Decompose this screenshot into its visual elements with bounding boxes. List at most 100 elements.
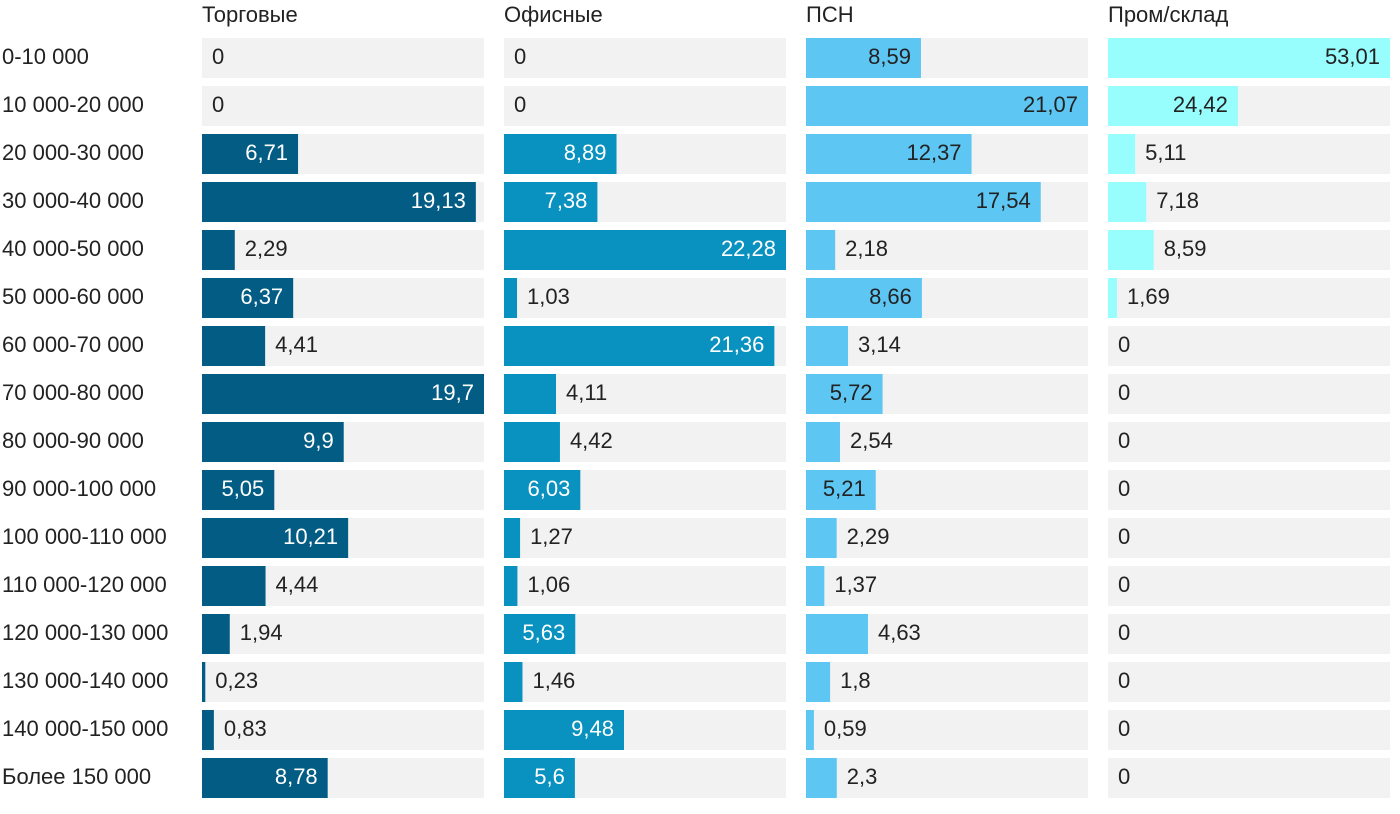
- bar-track: [504, 566, 786, 606]
- bar: [806, 278, 922, 318]
- bar-track: [1108, 662, 1390, 702]
- bar: [504, 710, 624, 750]
- data-label: 7,18: [1156, 188, 1199, 213]
- bar: [202, 422, 344, 462]
- data-label: 8,89: [564, 140, 607, 165]
- bar-track: [1108, 182, 1390, 222]
- category-label: 10 000-20 000: [2, 92, 144, 117]
- category-label: 0-10 000: [2, 44, 89, 69]
- bar: [202, 182, 476, 222]
- bar: [504, 422, 560, 462]
- bar-track: [1108, 518, 1390, 558]
- data-label: 1,37: [834, 572, 877, 597]
- data-label: 5,72: [830, 380, 873, 405]
- category-label: 140 000-150 000: [2, 716, 168, 741]
- data-label: 7,38: [545, 188, 588, 213]
- data-label: 3,14: [858, 332, 901, 357]
- bar: [202, 470, 275, 510]
- bar: [202, 326, 266, 366]
- bar-track: [1108, 374, 1390, 414]
- bar: [504, 662, 523, 702]
- data-label: 0,59: [824, 716, 867, 741]
- category-label: 120 000-130 000: [2, 620, 168, 645]
- data-label: 0: [1118, 476, 1130, 501]
- bar: [1108, 278, 1117, 318]
- bar: [806, 134, 972, 174]
- bar: [504, 374, 557, 414]
- bar: [504, 566, 518, 606]
- bar: [202, 278, 294, 318]
- data-label: 5,21: [823, 476, 866, 501]
- bar-track: [1108, 422, 1390, 462]
- category-label: 60 000-70 000: [2, 332, 144, 357]
- data-label: 1,27: [530, 524, 573, 549]
- bar: [806, 518, 837, 558]
- bar: [504, 758, 575, 798]
- data-label: 6,03: [527, 476, 570, 501]
- bar: [806, 374, 883, 414]
- data-label: 1,06: [527, 572, 570, 597]
- bar: [806, 422, 840, 462]
- bar: [806, 470, 876, 510]
- data-label: 1,46: [532, 668, 575, 693]
- data-label: 19,13: [411, 188, 466, 213]
- bar: [202, 134, 299, 174]
- bar: [202, 374, 484, 414]
- bar-track: [504, 86, 786, 126]
- bar: [806, 566, 825, 606]
- bar-track: [1108, 470, 1390, 510]
- data-label: 22,28: [721, 236, 776, 261]
- bar: [504, 326, 775, 366]
- bar: [1108, 86, 1238, 126]
- bar-track: [504, 518, 786, 558]
- bar-track: [1108, 230, 1390, 270]
- bar-track: [806, 230, 1088, 270]
- bar: [504, 278, 518, 318]
- bar: [202, 614, 230, 654]
- bar-track: [1108, 278, 1390, 318]
- data-label: 2,29: [847, 524, 890, 549]
- bar: [202, 710, 214, 750]
- data-label: 0,83: [224, 716, 267, 741]
- data-label: 1,69: [1127, 284, 1170, 309]
- data-label: 0: [1118, 572, 1130, 597]
- bar: [1108, 182, 1147, 222]
- data-label: 21,07: [1023, 92, 1078, 117]
- data-label: 0: [514, 92, 526, 117]
- bar-track: [504, 38, 786, 78]
- bar: [1108, 134, 1136, 174]
- data-label: 8,78: [275, 764, 318, 789]
- bar-track: [806, 326, 1088, 366]
- data-label: 1,94: [240, 620, 283, 645]
- bar-track: [202, 662, 484, 702]
- data-label: 0: [1118, 380, 1130, 405]
- data-label: 0: [1118, 524, 1130, 549]
- data-label: 4,42: [570, 428, 613, 453]
- bar: [202, 662, 206, 702]
- data-label: 5,6: [534, 764, 565, 789]
- bar-track: [504, 278, 786, 318]
- bar: [202, 518, 349, 558]
- panel-title: ПСН: [806, 2, 854, 27]
- bar-track: [202, 38, 484, 78]
- category-label: Более 150 000: [2, 764, 151, 789]
- panel-title: Пром/склад: [1108, 2, 1228, 27]
- data-label: 2,18: [845, 236, 888, 261]
- bar-track: [1108, 614, 1390, 654]
- bar-track: [202, 230, 484, 270]
- bar-track: [1108, 134, 1390, 174]
- panel-title: Офисные: [504, 2, 603, 27]
- data-label: 19,7: [431, 380, 474, 405]
- category-label: 100 000-110 000: [2, 524, 167, 549]
- bar-track: [806, 422, 1088, 462]
- data-label: 53,01: [1325, 44, 1380, 69]
- bar-track: [806, 518, 1088, 558]
- data-label: 2,3: [847, 764, 878, 789]
- bar-track: [806, 710, 1088, 750]
- category-label: 70 000-80 000: [2, 380, 144, 405]
- data-label: 17,54: [976, 188, 1031, 213]
- bar: [806, 86, 1088, 126]
- bar: [504, 182, 598, 222]
- bar: [806, 758, 837, 798]
- bar: [202, 758, 328, 798]
